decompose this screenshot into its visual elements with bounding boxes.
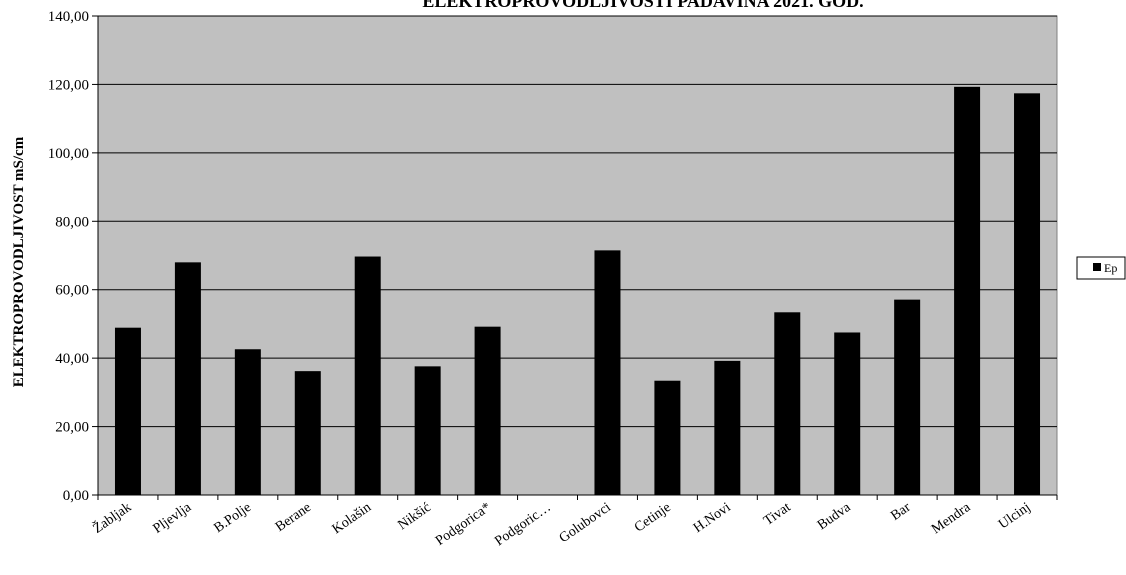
bar — [834, 332, 861, 495]
x-tick-label: Mendra — [929, 500, 974, 538]
x-tick-label: Budva — [815, 500, 854, 534]
bar — [894, 299, 921, 495]
bar — [594, 250, 621, 495]
bar — [294, 371, 321, 495]
legend-label: Ep — [1104, 261, 1117, 275]
y-tick-label: 20,00 — [55, 420, 89, 436]
y-axis-label: ELEKTROPROVODLJIVOST mS/cm — [11, 136, 27, 387]
bar — [114, 327, 141, 495]
x-tick-label: Podgorica* — [433, 500, 494, 549]
bar — [954, 86, 981, 495]
bar — [174, 262, 201, 495]
bar — [474, 326, 501, 495]
legend: Ep — [1076, 256, 1126, 280]
bars — [114, 86, 1041, 496]
bar — [354, 256, 381, 495]
y-tick-label: 60,00 — [55, 283, 89, 299]
x-tick-label: Nikšić — [395, 500, 434, 533]
y-tick-label: 100,00 — [48, 146, 89, 162]
chart-title: ELEKTROPROVODLJIVOSTI PADAVINA 2021. GOD… — [422, 0, 863, 11]
x-tick-label: Ulcinj — [996, 500, 1033, 532]
bar — [774, 312, 801, 495]
x-tick-labels: Žabljak Pljevlja B.Polje Berane Kolašin Nikši… — [89, 498, 1033, 549]
x-tick-label: H.Novi — [691, 500, 734, 536]
y-tick-label: 80,00 — [55, 214, 89, 230]
bar — [234, 349, 261, 495]
x-tick-label: Berane — [273, 500, 314, 535]
y-tick-label: 140,00 — [48, 9, 89, 25]
x-tick-label: Žabljak — [89, 498, 134, 536]
x-tick-label: Tivat — [761, 500, 793, 529]
x-tick-label: Pljevlja — [151, 500, 195, 537]
x-tick-label: Bar — [888, 500, 913, 524]
bar — [714, 360, 741, 495]
x-tick-label: Kolašin — [330, 500, 374, 537]
bar — [414, 366, 441, 495]
y-tick-labels: 0,00 20,00 40,00 60,00 80,00 100,00 120,00 140,… — [48, 9, 89, 504]
x-tick-label: B.Polje — [211, 500, 254, 536]
axes — [92, 15, 1058, 500]
x-tick-label: Cetinje — [632, 500, 674, 535]
y-tick-label: 40,00 — [55, 351, 89, 367]
y-tick-label: 120,00 — [48, 77, 89, 93]
x-tick-label: Podgoric… — [492, 500, 553, 549]
legend-swatch — [1093, 263, 1101, 271]
x-tick-label: Golubovci — [557, 500, 614, 546]
bar — [654, 380, 681, 495]
y-tick-label: 0,00 — [63, 488, 89, 504]
bar — [1014, 93, 1041, 496]
